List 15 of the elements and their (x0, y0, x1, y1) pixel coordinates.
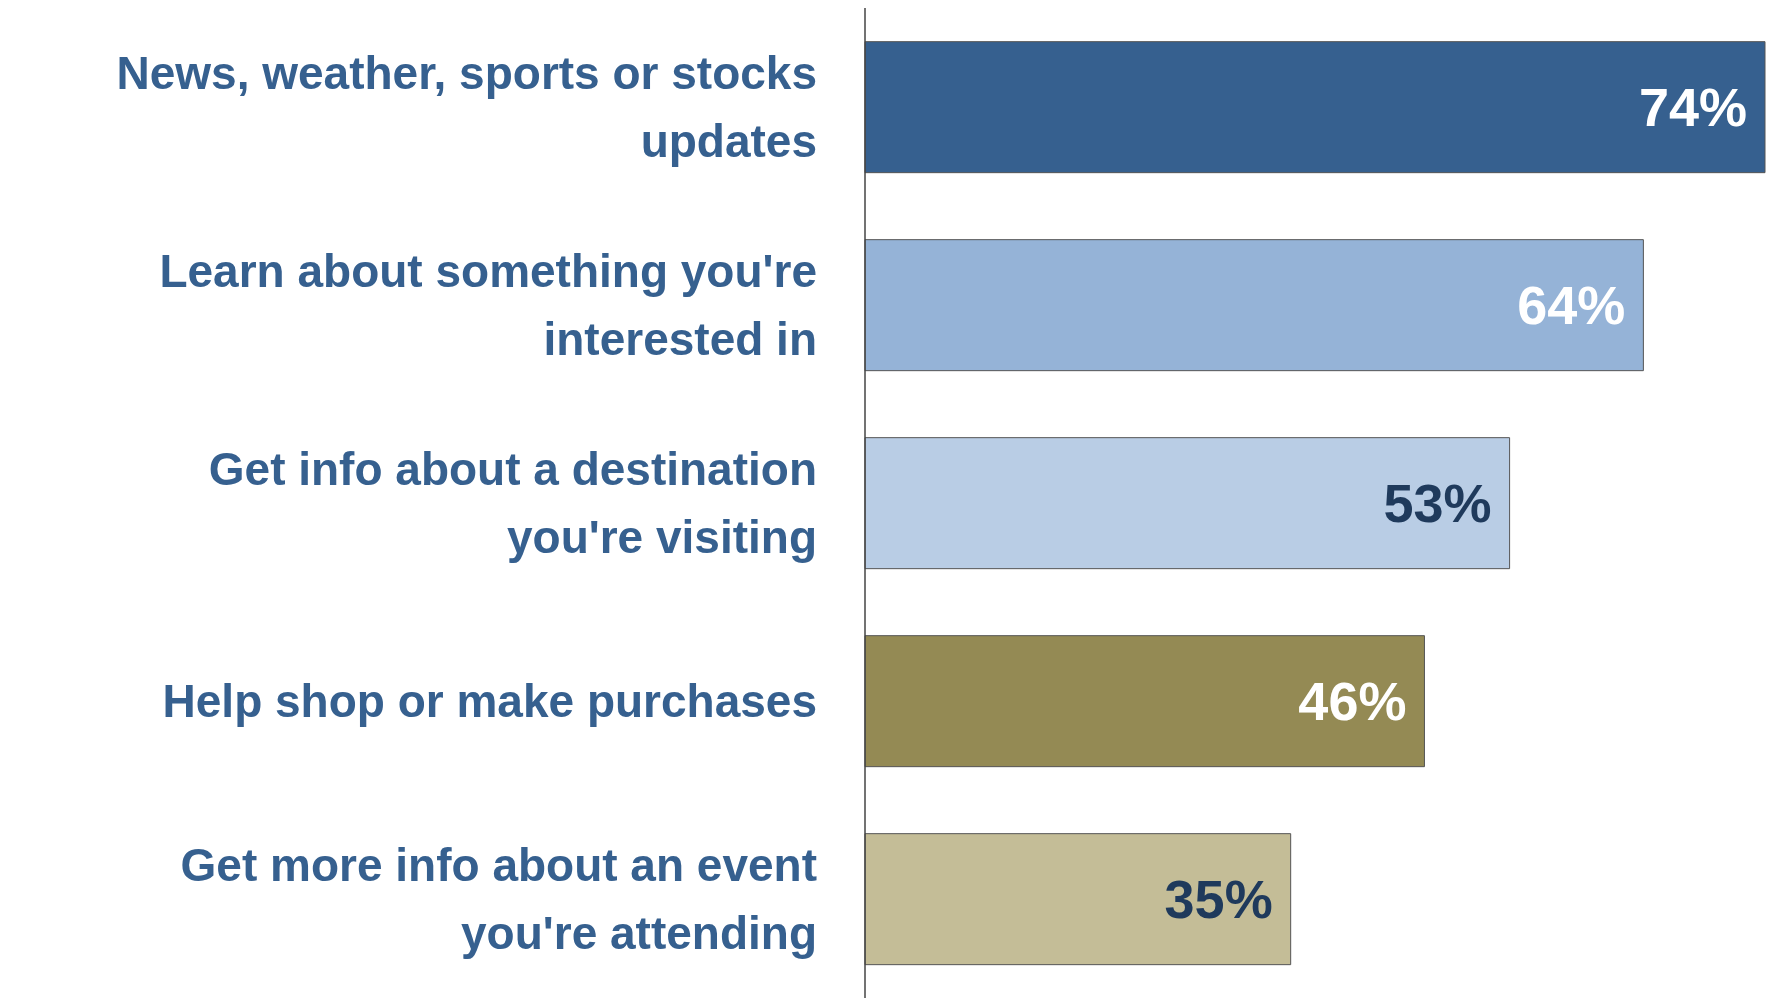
bar (864, 437, 1511, 570)
data-label: 35% (1164, 869, 1273, 930)
y-tick-label: Learn about something you're interested in (159, 245, 817, 365)
data-label: 46% (1298, 671, 1407, 732)
bar (864, 41, 1766, 174)
bar (864, 239, 1644, 372)
data-label: 64% (1517, 275, 1626, 336)
data-label: 74% (1638, 77, 1747, 138)
y-tick-label: News, weather, sports or stocks updates (116, 47, 817, 167)
y-tick-label: Get info about a destination you're visiting (208, 443, 817, 563)
data-label: 53% (1383, 473, 1492, 534)
y-tick-label: Get more info about an event you're attending (180, 839, 817, 959)
bar (864, 833, 1292, 966)
y-tick-label: Help shop or make purchases (162, 675, 817, 727)
bar (864, 635, 1425, 768)
